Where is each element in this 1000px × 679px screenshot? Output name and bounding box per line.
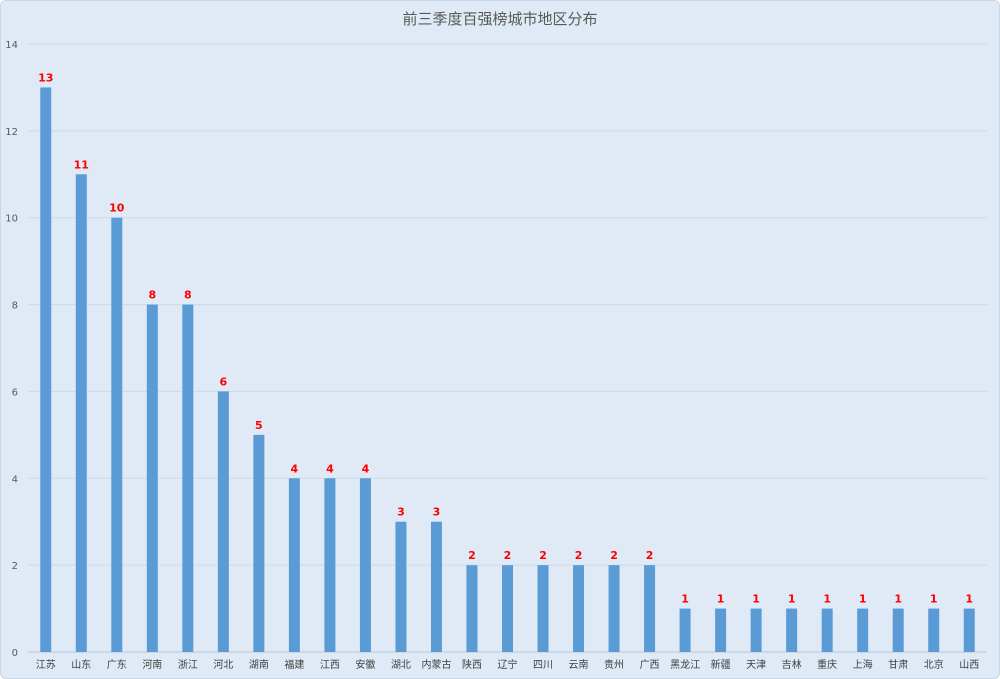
x-tick-label: 吉林 bbox=[782, 658, 802, 671]
x-tick-label: 天津 bbox=[746, 659, 766, 671]
x-tick-label: 陕西 bbox=[462, 658, 482, 671]
bar bbox=[75, 174, 87, 653]
data-label: 1 bbox=[965, 593, 973, 606]
data-label: 5 bbox=[255, 419, 263, 432]
x-tick-label: 重庆 bbox=[817, 658, 837, 671]
data-label: 2 bbox=[610, 549, 618, 562]
x-tick-label: 黑龙江 bbox=[670, 658, 700, 671]
bar bbox=[679, 608, 691, 652]
bar bbox=[359, 478, 371, 652]
data-label: 13 bbox=[38, 71, 53, 84]
data-label: 11 bbox=[74, 158, 89, 171]
data-label: 1 bbox=[930, 593, 938, 606]
bars bbox=[40, 87, 975, 653]
bar bbox=[786, 608, 798, 652]
x-axis-ticks: 江苏 山东 广东 河南 浙江 河北 湖南 福建 江西 安徽 湖北 内蒙古 陕西 辽宁 四川 云南 贵州 广西 黑龙江… bbox=[36, 658, 979, 671]
data-label: 1 bbox=[823, 593, 831, 606]
bar bbox=[857, 608, 869, 652]
data-label: 8 bbox=[184, 289, 192, 302]
y-tick-label: 12 bbox=[5, 127, 18, 138]
x-tick-label: 山西 bbox=[959, 659, 979, 671]
data-label: 1 bbox=[717, 593, 725, 606]
x-tick-label: 云南 bbox=[569, 658, 589, 671]
bar bbox=[217, 391, 229, 652]
data-label: 2 bbox=[504, 549, 512, 562]
bar bbox=[537, 565, 549, 652]
x-tick-label: 福建 bbox=[284, 658, 304, 671]
y-tick-label: 14 bbox=[5, 40, 18, 51]
x-tick-label: 山东 bbox=[71, 658, 91, 671]
data-label: 1 bbox=[752, 593, 760, 606]
data-label: 1 bbox=[788, 593, 796, 606]
bar bbox=[111, 217, 123, 652]
data-label: 8 bbox=[148, 289, 156, 302]
x-tick-label: 甘肃 bbox=[888, 658, 908, 671]
bar bbox=[182, 304, 194, 652]
bar bbox=[608, 565, 620, 652]
bar bbox=[573, 565, 585, 652]
bar bbox=[644, 565, 656, 652]
data-label: 4 bbox=[362, 462, 370, 475]
y-tick-label: 6 bbox=[12, 387, 18, 398]
data-label: 1 bbox=[894, 593, 902, 606]
bar bbox=[715, 608, 727, 652]
data-label: 2 bbox=[539, 549, 547, 562]
bar bbox=[502, 565, 513, 652]
data-label: 2 bbox=[468, 549, 476, 562]
y-tick-label: 2 bbox=[12, 561, 18, 572]
data-label: 1 bbox=[859, 593, 867, 606]
y-tick-label: 0 bbox=[12, 648, 18, 659]
y-tick-label: 10 bbox=[5, 214, 18, 225]
bar bbox=[928, 608, 940, 652]
chart-title: 前三季度百强榜城市地区分布 bbox=[402, 10, 598, 28]
x-tick-label: 四川 bbox=[533, 660, 553, 671]
x-tick-label: 广东 bbox=[107, 658, 127, 671]
bar bbox=[40, 87, 52, 652]
data-label: 3 bbox=[397, 506, 405, 519]
bar bbox=[395, 521, 407, 652]
bar bbox=[466, 565, 478, 652]
x-tick-label: 北京 bbox=[924, 658, 944, 671]
data-label: 1 bbox=[681, 593, 689, 606]
bar bbox=[253, 434, 265, 652]
x-tick-label: 贵州 bbox=[604, 658, 624, 671]
x-tick-label: 浙江 bbox=[178, 659, 198, 671]
data-label: 10 bbox=[109, 202, 125, 215]
bar bbox=[288, 478, 300, 652]
bar bbox=[821, 608, 833, 652]
bar bbox=[892, 608, 904, 652]
x-tick-label: 辽宁 bbox=[498, 658, 518, 671]
data-label: 2 bbox=[646, 549, 654, 562]
x-tick-label: 湖南 bbox=[249, 658, 269, 671]
x-tick-label: 河南 bbox=[142, 658, 162, 671]
x-tick-label: 新疆 bbox=[711, 658, 731, 671]
bar bbox=[146, 304, 158, 652]
bar bbox=[750, 608, 762, 652]
data-label: 4 bbox=[326, 462, 334, 475]
data-label: 4 bbox=[291, 462, 299, 475]
x-tick-label: 湖北 bbox=[391, 659, 411, 671]
data-label: 6 bbox=[220, 375, 228, 388]
x-tick-label: 内蒙古 bbox=[421, 658, 451, 671]
bar bbox=[324, 478, 336, 652]
bar bbox=[963, 608, 975, 652]
y-axis-ticks: 0 2 4 6 8 10 12 14 bbox=[5, 40, 18, 659]
x-tick-label: 江西 bbox=[320, 659, 340, 671]
y-tick-label: 4 bbox=[12, 474, 18, 485]
x-tick-label: 河北 bbox=[213, 659, 233, 671]
x-tick-label: 江苏 bbox=[36, 658, 56, 671]
x-tick-label: 广西 bbox=[640, 659, 660, 671]
y-tick-label: 8 bbox=[12, 301, 18, 312]
x-tick-label: 上海 bbox=[853, 658, 873, 671]
data-label: 3 bbox=[433, 506, 441, 519]
data-label: 2 bbox=[575, 549, 583, 562]
x-tick-label: 安徽 bbox=[355, 658, 375, 671]
bar bbox=[430, 521, 442, 652]
